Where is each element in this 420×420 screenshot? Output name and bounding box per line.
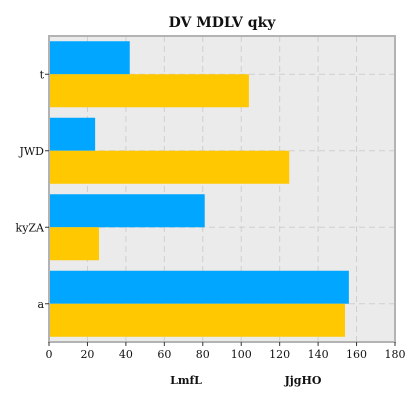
bar-series-2 bbox=[49, 303, 346, 337]
legend-label: JjgHO bbox=[284, 374, 322, 387]
x-tick-label: 160 bbox=[346, 348, 367, 361]
bar-series-1 bbox=[49, 270, 349, 304]
bar-series-1 bbox=[49, 194, 205, 228]
category-label: kyZA bbox=[16, 221, 46, 234]
x-tick-label: 20 bbox=[80, 348, 94, 361]
x-tick-label: 100 bbox=[231, 348, 252, 361]
bar-series-1 bbox=[49, 41, 130, 75]
bar-series-2 bbox=[49, 150, 290, 184]
axes: 0 20 40 60 80 100 120 140 160 180 t JWD kyZA a bbox=[16, 68, 406, 361]
x-tick-label: 80 bbox=[196, 348, 210, 361]
category-label: t bbox=[40, 68, 45, 81]
x-tick-label: 60 bbox=[157, 348, 171, 361]
legend: LmfL JjgHO bbox=[170, 374, 322, 387]
x-tick-label: 40 bbox=[119, 348, 133, 361]
plot-frame bbox=[48, 35, 396, 343]
category-label: a bbox=[37, 298, 44, 311]
bars bbox=[49, 41, 349, 337]
bar-series-2 bbox=[49, 74, 249, 108]
bar-series-1 bbox=[49, 117, 96, 151]
category-label: JWD bbox=[18, 145, 44, 158]
legend-label: LmfL bbox=[170, 374, 202, 387]
x-tick-label: 140 bbox=[308, 348, 329, 361]
chart-title: DV MDLV qky bbox=[169, 15, 277, 31]
x-tick-label: 180 bbox=[385, 348, 406, 361]
x-tick-label: 120 bbox=[269, 348, 290, 361]
bar-series-2 bbox=[49, 227, 99, 261]
x-tick-label: 0 bbox=[46, 348, 53, 361]
